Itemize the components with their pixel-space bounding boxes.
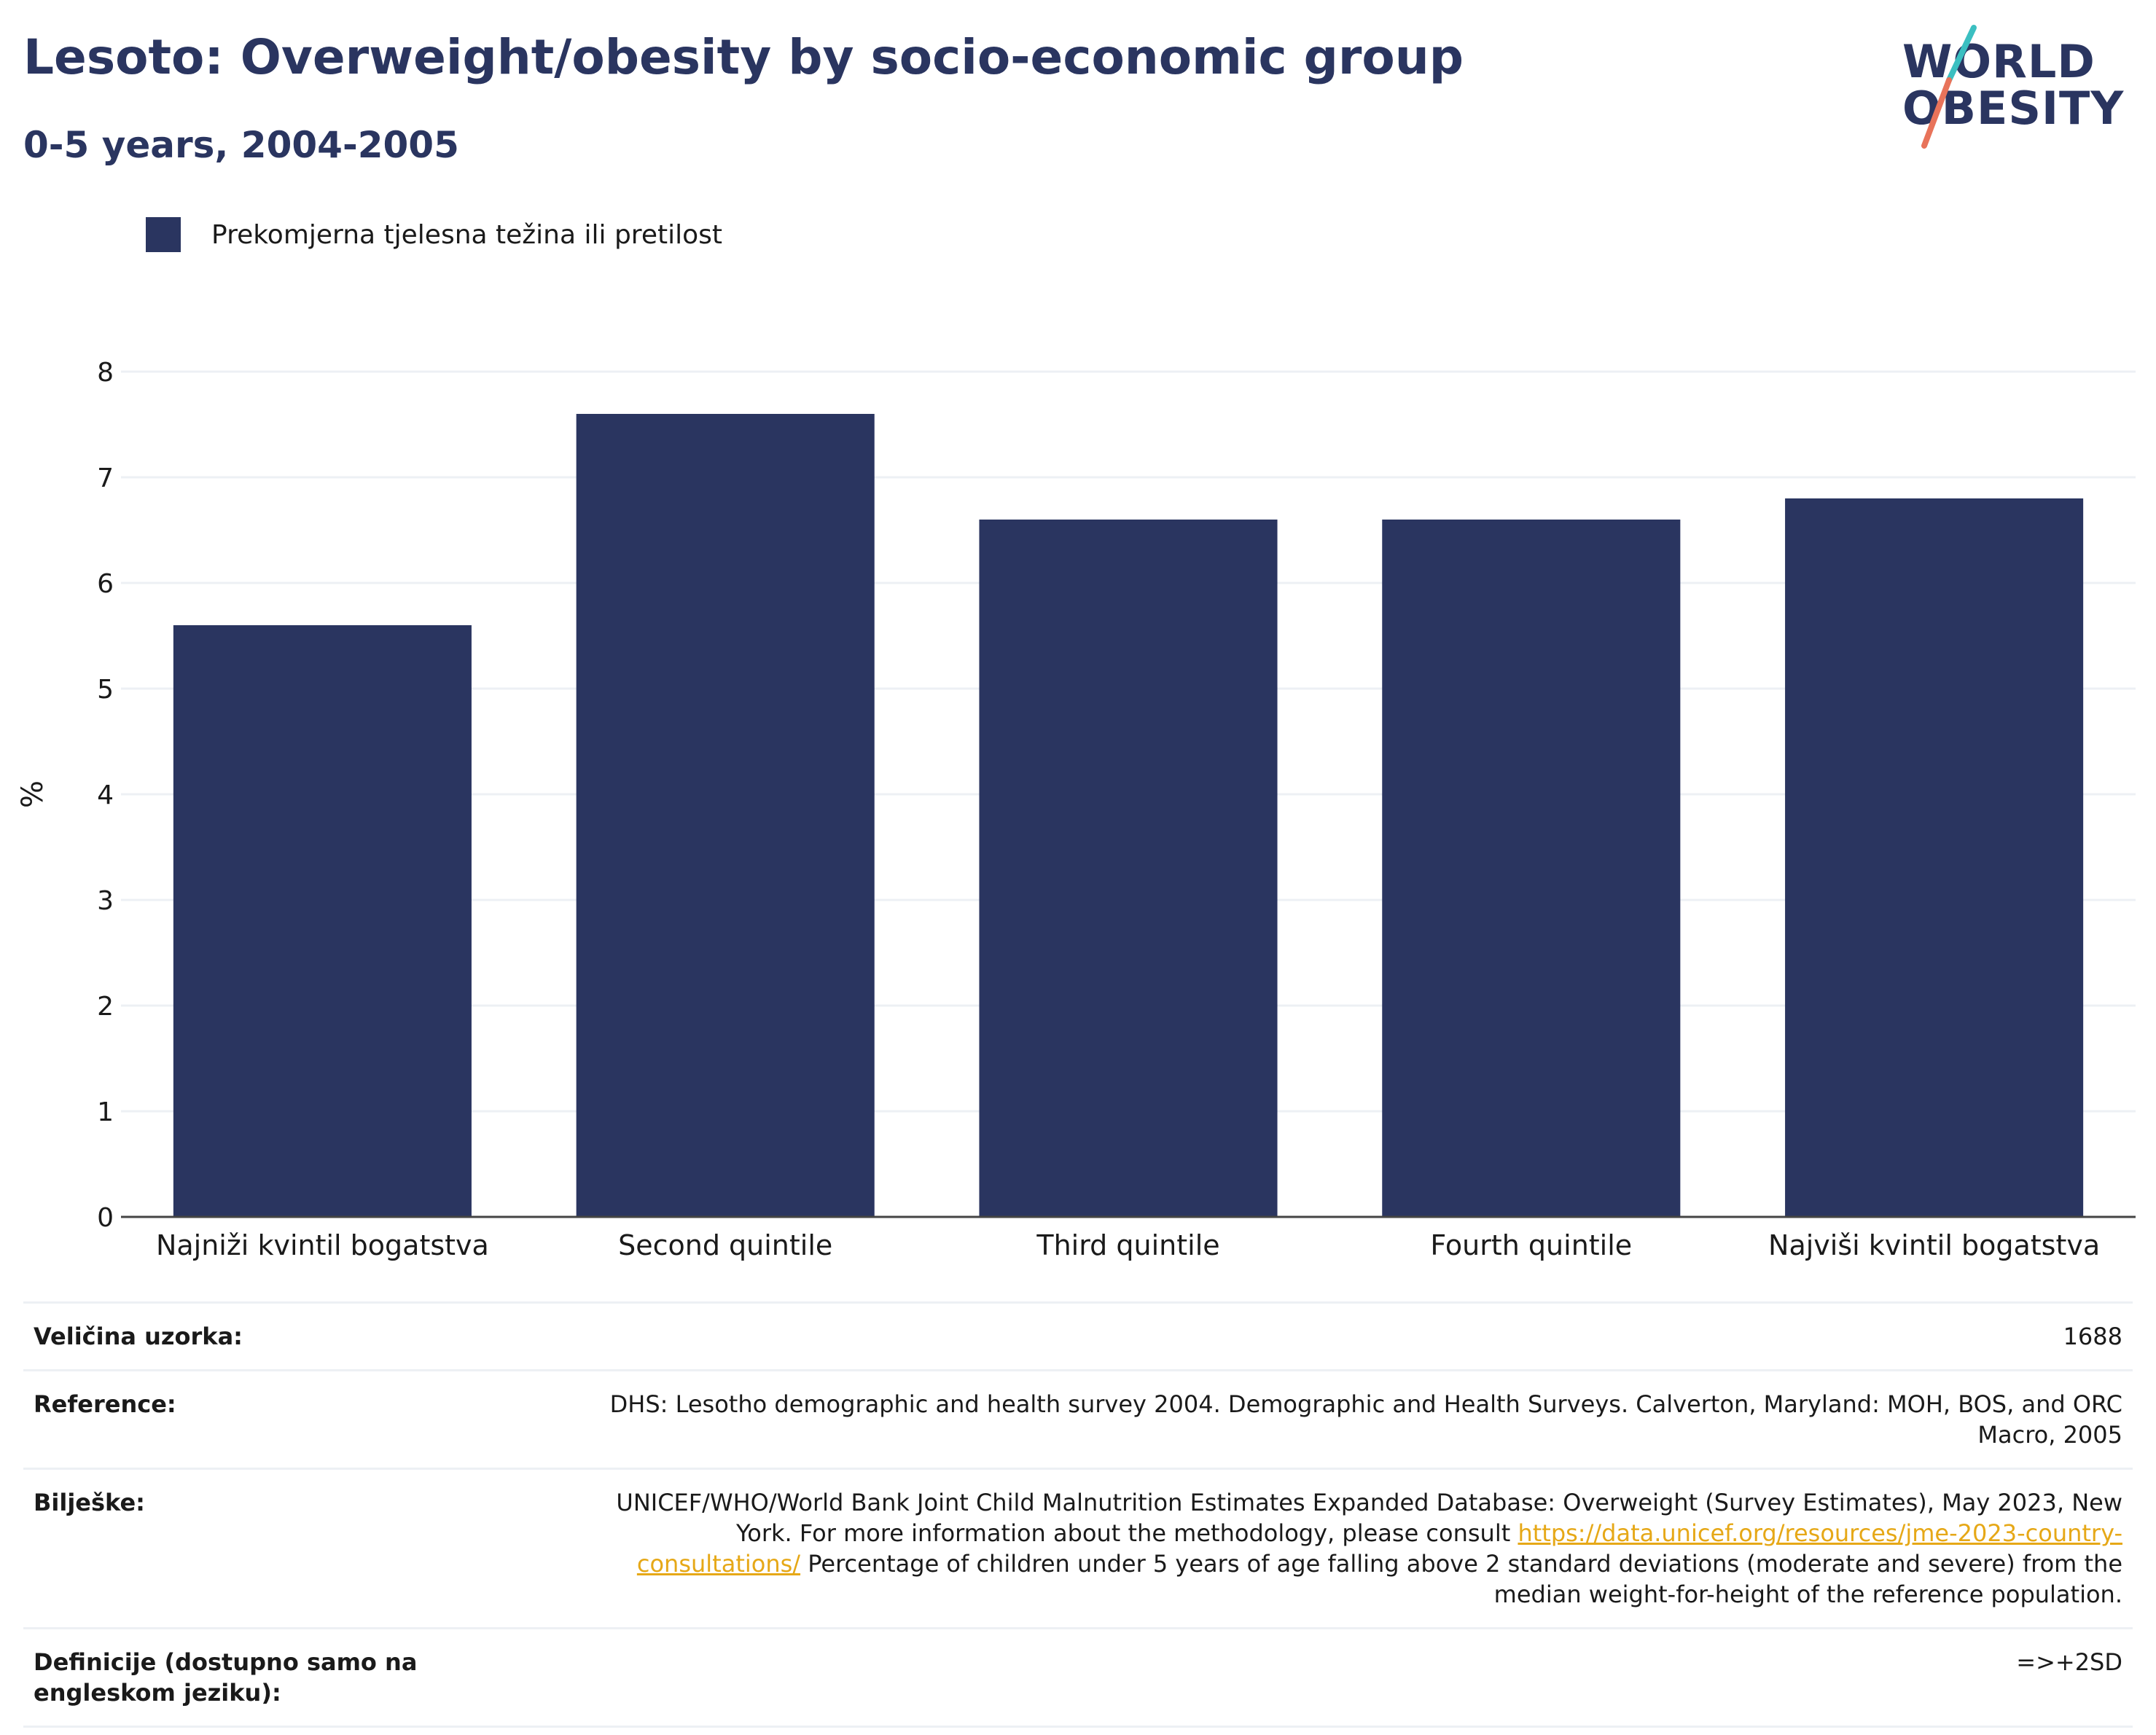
bars [173,414,2084,1217]
x-tick-label: Najviši kvintil bogatstva [1768,1229,2100,1261]
world-obesity-logo: WORLD OBESITY [1902,22,2143,153]
logo-slash-icon [1921,25,1977,149]
x-tick-label: Fourth quintile [1430,1229,1632,1261]
x-tick-label: Third quintile [1036,1229,1219,1261]
bar [1785,498,2084,1217]
y-tick-label: 8 [97,358,114,388]
definitions-row: Definicije (dostupno samo na engleskom j… [23,1629,2133,1728]
notes-link[interactable]: https://data.unicef.org/resources/jme-20… [636,1519,2122,1578]
reference-label: Reference: [34,1390,176,1418]
reference-value: DHS: Lesotho demographic and health surv… [609,1390,2122,1449]
definitions-label: Definicije (dostupno samo na engleskom j… [34,1648,418,1707]
legend-swatch [146,217,181,252]
y-axis-ticks: 0 1 2 3 4 5 6 7 8 [97,358,114,1233]
y-axis-title: % [16,780,50,808]
notes-text-after: Percentage of children under 5 years of … [800,1550,2122,1608]
chart-subtitle: 0-5 years, 2004-2005 [23,124,459,166]
y-tick-label: 1 [97,1097,114,1127]
bar [979,520,1278,1217]
bar [576,414,875,1217]
y-tick-label: 4 [97,780,114,810]
logo-line1: WORLD [1902,35,2096,88]
sample-size-row: Veličina uzorka: 1688 [23,1304,2133,1371]
notes-label: Bilješke: [34,1489,145,1516]
y-tick-label: 7 [97,463,114,493]
info-table: Veličina uzorka: 1688 Reference: DHS: Le… [23,1301,2133,1728]
x-tick-label: Najniži kvintil bogatstva [156,1229,489,1261]
y-tick-label: 5 [97,675,114,705]
definitions-value: =>+2SD [2016,1648,2122,1676]
y-tick-label: 2 [97,992,114,1022]
y-tick-label: 6 [97,569,114,599]
y-tick-label: 3 [97,886,114,916]
chart-title: Lesoto: Overweight/obesity by socio-econ… [23,29,1464,85]
x-axis-labels: Najniži kvintil bogatstva Second quintile… [156,1229,2100,1261]
notes-row: Bilješke: UNICEF/WHO/World Bank Joint Ch… [23,1470,2133,1629]
bar [173,625,472,1217]
chart-legend: Prekomjerna tjelesna težina ili pretilos… [146,216,722,254]
notes-text-before: UNICEF/WHO/World Bank Joint Child Malnut… [616,1489,2122,1547]
x-tick-label: Second quintile [618,1229,832,1261]
sample-size-value: 1688 [2063,1323,2122,1350]
sample-size-label: Veličina uzorka: [34,1323,243,1350]
reference-row: Reference: DHS: Lesotho demographic and … [23,1371,2133,1470]
notes-value: UNICEF/WHO/World Bank Joint Child Malnut… [592,1487,2122,1610]
bar [1382,520,1681,1217]
y-tick-label: 0 [97,1203,114,1233]
legend-label: Prekomjerna tjelesna težina ili pretilos… [211,219,722,250]
bar-chart: 0 1 2 3 4 5 6 7 8 Najniži kvintil bogatstva Secon… [16,358,2136,1261]
